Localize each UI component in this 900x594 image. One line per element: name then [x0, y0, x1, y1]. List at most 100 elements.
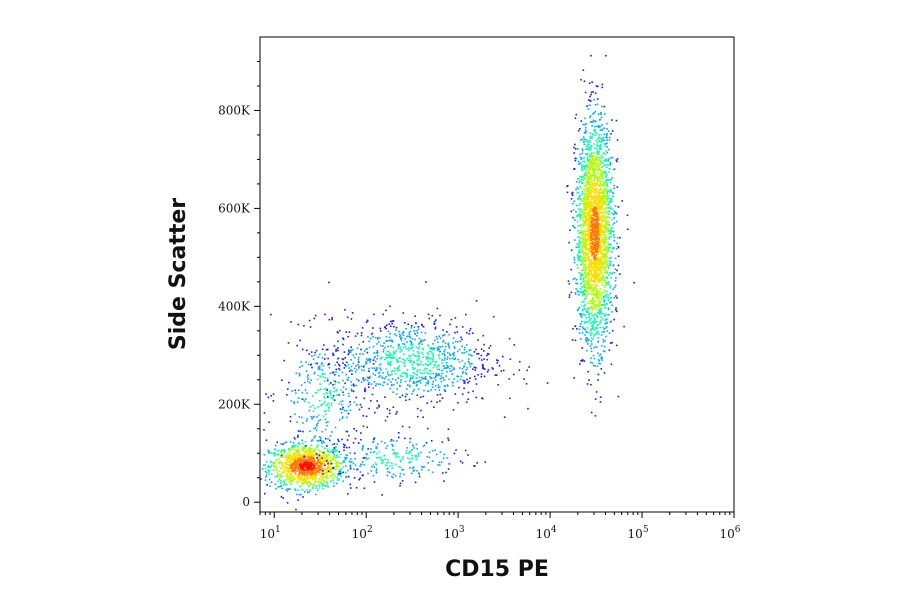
data-point: [268, 466, 270, 468]
data-point: [398, 369, 401, 372]
data-point: [390, 356, 392, 358]
data-point: [290, 467, 293, 470]
data-point: [317, 440, 320, 442]
data-point: [448, 353, 451, 355]
data-point: [607, 221, 610, 224]
data-point: [600, 263, 602, 265]
data-point: [427, 360, 429, 363]
data-point: [602, 170, 605, 173]
data-point: [589, 266, 592, 269]
data-point: [426, 357, 428, 360]
data-point: [578, 196, 580, 199]
data-point: [308, 477, 310, 479]
data-point: [365, 358, 368, 360]
data-point: [349, 467, 352, 470]
data-point: [362, 378, 364, 381]
data-point: [587, 292, 589, 295]
data-point: [294, 456, 297, 459]
data-point: [309, 472, 312, 475]
data-point: [279, 479, 282, 482]
data-point: [280, 451, 282, 453]
data-point: [590, 228, 593, 231]
data-point: [590, 203, 593, 206]
data-point: [582, 245, 585, 247]
data-point: [598, 176, 601, 179]
data-point: [609, 321, 612, 323]
data-point: [385, 327, 387, 330]
data-point: [594, 271, 597, 274]
data-point: [337, 331, 339, 334]
data-point: [323, 453, 325, 456]
data-point: [482, 350, 485, 352]
data-point: [301, 478, 304, 481]
data-point: [586, 209, 588, 212]
data-point: [416, 374, 418, 376]
data-point: [316, 425, 318, 427]
data-point: [584, 334, 586, 336]
data-point: [581, 248, 584, 250]
data-point: [595, 210, 598, 213]
data-point: [372, 372, 375, 375]
data-point: [597, 305, 600, 308]
data-point: [580, 316, 583, 318]
data-point: [585, 177, 587, 179]
data-point: [303, 456, 305, 459]
data-point: [610, 198, 613, 201]
data-point: [589, 215, 592, 218]
data-point: [596, 266, 598, 268]
data-point: [337, 347, 339, 349]
data-point: [440, 380, 443, 383]
data-point: [415, 355, 417, 358]
data-point: [418, 380, 421, 383]
data-point: [392, 346, 395, 349]
data-point: [589, 161, 592, 163]
data-point: [590, 192, 593, 194]
data-point: [581, 200, 584, 203]
data-point: [284, 463, 287, 466]
data-point: [590, 278, 593, 281]
data-point: [592, 143, 595, 145]
data-point: [357, 442, 360, 444]
data-point: [587, 214, 589, 217]
data-point: [600, 293, 602, 295]
data-point: [353, 401, 356, 404]
data-point: [319, 462, 322, 465]
data-point: [584, 129, 587, 131]
data-point: [597, 162, 600, 165]
data-point: [335, 348, 337, 351]
data-point: [586, 156, 589, 159]
data-point: [332, 449, 335, 451]
data-point: [286, 453, 289, 456]
data-point: [420, 360, 423, 363]
data-point: [584, 220, 586, 222]
data-point: [584, 153, 587, 155]
data-point: [419, 382, 422, 384]
data-point: [337, 474, 339, 476]
data-point: [328, 391, 331, 393]
data-point: [339, 369, 341, 371]
data-point: [277, 486, 279, 488]
data-point: [611, 311, 613, 313]
data-point: [573, 256, 575, 259]
data-point: [418, 343, 420, 345]
data-point: [588, 155, 591, 158]
data-point: [602, 313, 604, 315]
data-point: [586, 198, 589, 201]
data-point: [583, 328, 586, 331]
data-point: [600, 356, 603, 358]
data-point: [300, 384, 303, 386]
data-point: [325, 421, 328, 424]
data-point: [311, 453, 314, 455]
data-point: [607, 307, 610, 309]
data-point: [589, 204, 592, 207]
data-point: [595, 251, 597, 254]
data-point: [392, 383, 395, 386]
data-point: [301, 447, 303, 450]
data-point: [296, 493, 298, 496]
data-point: [327, 438, 329, 440]
data-point: [598, 359, 601, 362]
data-point: [289, 470, 292, 473]
data-point: [342, 406, 344, 409]
data-point: [579, 162, 581, 164]
data-point: [577, 187, 580, 190]
